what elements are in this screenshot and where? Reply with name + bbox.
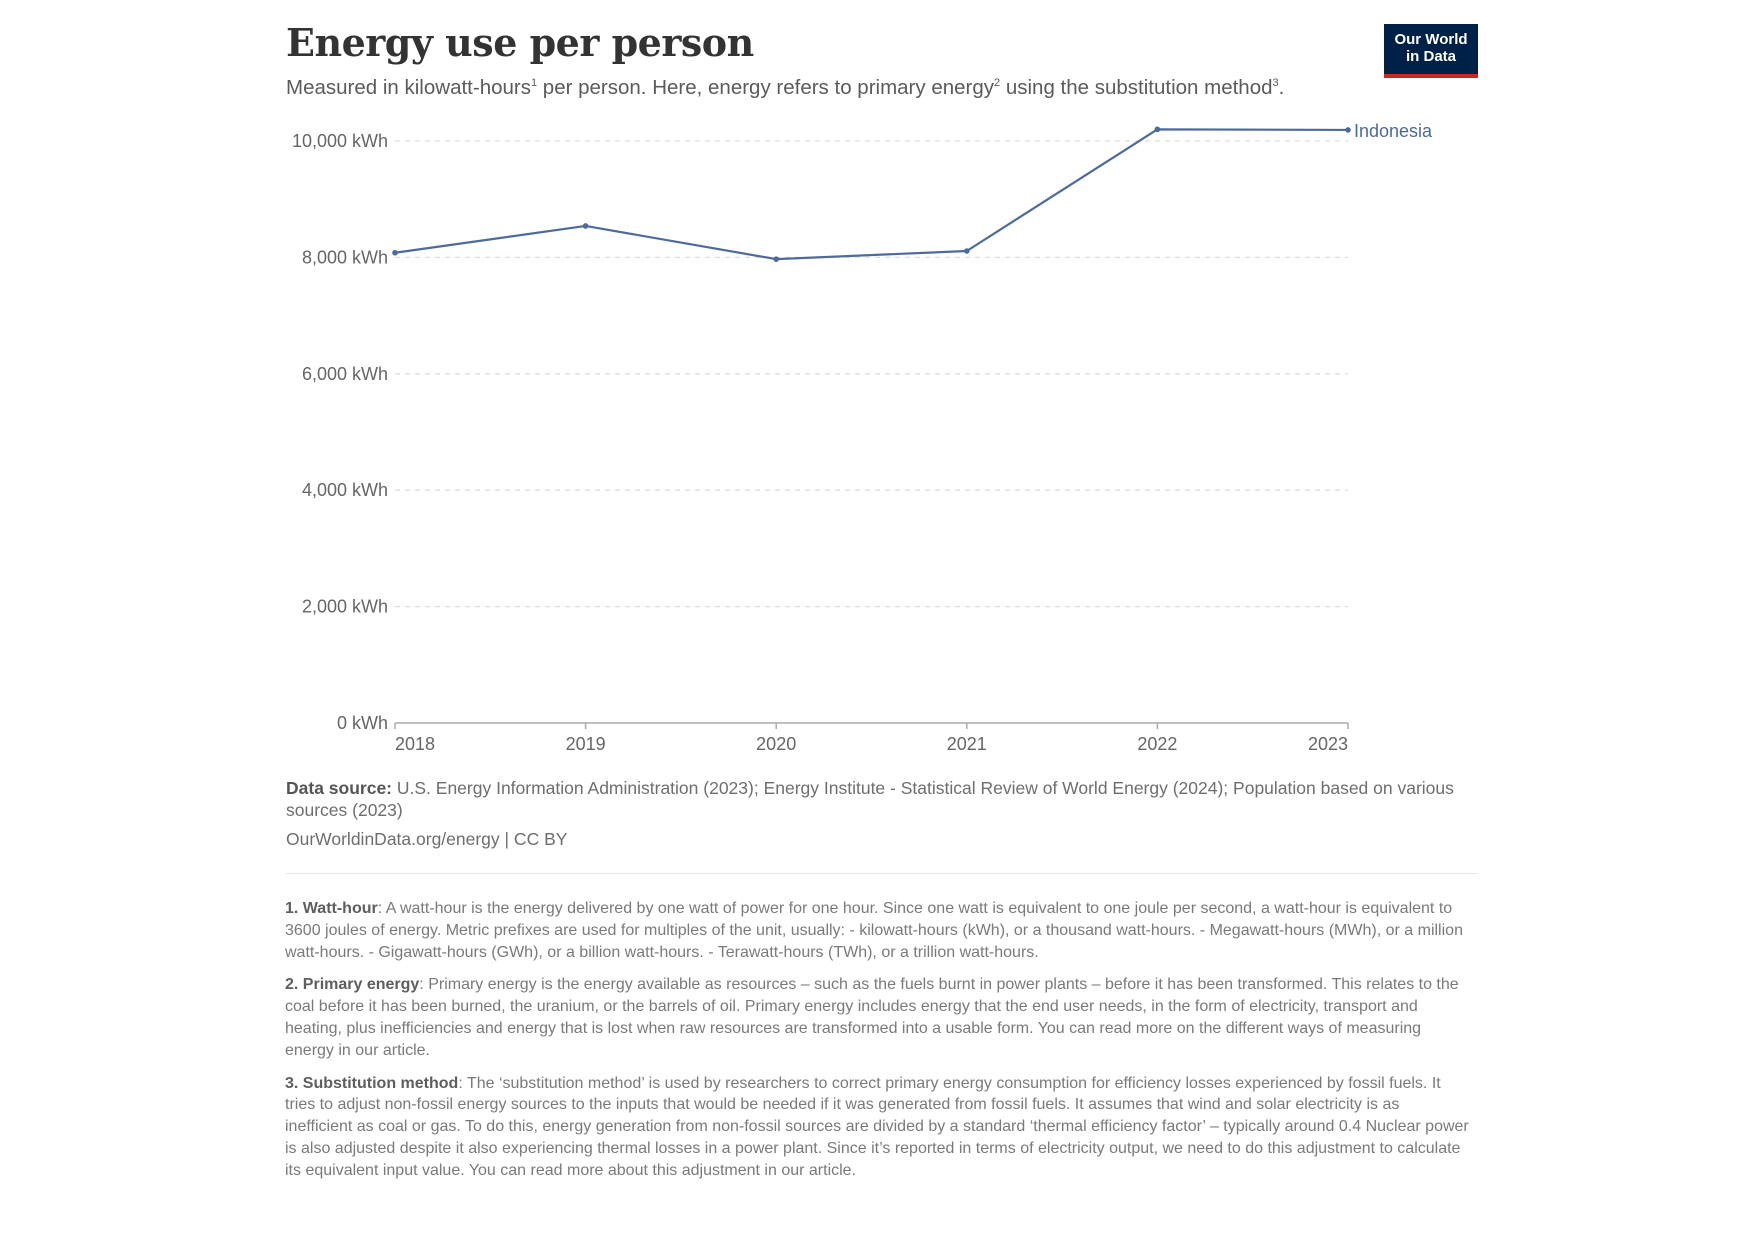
footnotes: 1. Watt-hour: A watt-hour is the energy …	[285, 898, 1470, 1193]
data-point	[392, 249, 398, 256]
chart-subtitle: Measured in kilowatt-hours1 per person. …	[286, 76, 1284, 100]
footnote-label: 3. Substitution method	[285, 1074, 459, 1092]
footnote-text: : A watt-hour is the energy delivered by…	[285, 900, 1463, 961]
y-tick-label: 2,000 kWh	[302, 597, 388, 617]
data-point	[1345, 127, 1351, 133]
data-source-label: Data source:	[286, 778, 393, 798]
divider	[286, 873, 1478, 874]
y-tick-label: 10,000 kWh	[292, 131, 388, 151]
subtitle-text: .	[1278, 76, 1285, 99]
y-tick-label: 0 kWh	[337, 713, 388, 733]
owid-logo[interactable]: Our World in Data	[1384, 24, 1478, 78]
footnote-label: 2. Primary energy	[285, 976, 420, 994]
x-tick-label: 2018	[395, 734, 435, 754]
footnote-label: 1. Watt-hour	[285, 900, 378, 917]
data-source: Data source: U.S. Energy Information Adm…	[286, 777, 1456, 821]
footnote-ref-2[interactable]: 2	[994, 77, 1001, 90]
footnote-ref-3[interactable]: 3	[1272, 77, 1279, 90]
data-source-text: U.S. Energy Information Administration (…	[286, 778, 1454, 820]
footnote-3: 3. Substitution method: The ‘substitutio…	[285, 1073, 1470, 1182]
footnote-ref-1[interactable]: 1	[530, 77, 538, 90]
subtitle-text: Measured in kilowatt-hours	[286, 76, 531, 99]
chart-title: Energy use per person	[286, 20, 754, 65]
y-tick-label: 4,000 kWh	[302, 480, 388, 500]
footnote-1: 1. Watt-hour: A watt-hour is the energy …	[285, 898, 1470, 963]
logo-line-1: Our World	[1394, 31, 1468, 48]
y-tick-label: 8,000 kWh	[302, 247, 388, 267]
data-point	[1154, 126, 1161, 133]
data-point	[773, 256, 779, 262]
x-tick-label: 2021	[947, 734, 987, 754]
line-chart: 0 kWh 2,000 kWh 4,000 kWh 6,000 kWh 8,000 kW…	[292, 121, 1433, 754]
subtitle-text: using the substitution method	[1000, 76, 1273, 99]
footnote-text: : Primary energy is the energy available…	[285, 976, 1459, 1059]
x-tick-label: 2022	[1137, 734, 1177, 754]
source-url[interactable]: OurWorldinData.org/energy | CC BY	[286, 829, 568, 849]
footnote-2: 2. Primary energy: Primary energy is the…	[285, 974, 1470, 1061]
data-point	[582, 223, 589, 229]
y-tick-label: 6,000 kWh	[302, 364, 388, 384]
x-tick-label: 2019	[566, 734, 606, 754]
x-tick-label: 2023	[1308, 734, 1348, 754]
data-point	[964, 248, 970, 254]
logo-line-2: in Data	[1405, 48, 1456, 65]
footnote-text: : The ‘substitution method’ is used by r…	[285, 1074, 1469, 1179]
series-line-indonesia	[394, 128, 1349, 261]
subtitle-text: per person. Here, energy refers to prima…	[537, 76, 995, 99]
x-tick-label: 2020	[756, 734, 796, 754]
series-label: Indonesia	[1354, 121, 1433, 141]
